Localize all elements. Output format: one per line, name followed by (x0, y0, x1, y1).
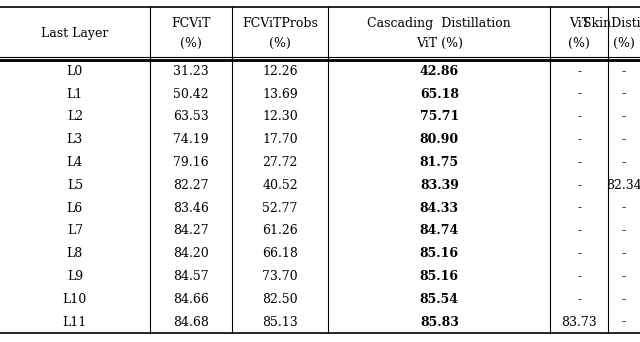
Text: (%): (%) (269, 37, 291, 50)
Text: 84.33: 84.33 (420, 201, 459, 214)
Text: 73.70: 73.70 (262, 270, 298, 283)
Text: -: - (577, 156, 581, 169)
Text: FCViT: FCViT (171, 16, 211, 30)
Text: -: - (622, 247, 626, 260)
Text: 12.26: 12.26 (262, 65, 298, 78)
Text: -: - (622, 88, 626, 101)
Text: 61.26: 61.26 (262, 224, 298, 237)
Text: 84.20: 84.20 (173, 247, 209, 260)
Text: L4: L4 (67, 156, 83, 169)
Text: -: - (577, 88, 581, 101)
Text: 84.57: 84.57 (173, 270, 209, 283)
Text: ViT: ViT (568, 16, 590, 30)
Text: -: - (622, 110, 626, 123)
Text: 83.73: 83.73 (561, 316, 597, 329)
Text: 52.77: 52.77 (262, 201, 298, 214)
Text: -: - (622, 293, 626, 306)
Text: L3: L3 (67, 133, 83, 146)
Text: -: - (622, 133, 626, 146)
Text: 81.75: 81.75 (420, 156, 459, 169)
Text: SkinDistilViT: SkinDistilViT (582, 16, 640, 30)
Text: 84.27: 84.27 (173, 224, 209, 237)
Text: L0: L0 (67, 65, 83, 78)
Text: L11: L11 (63, 316, 87, 329)
Text: -: - (577, 270, 581, 283)
Text: -: - (622, 65, 626, 78)
Text: 83.39: 83.39 (420, 179, 459, 192)
Text: 82.27: 82.27 (173, 179, 209, 192)
Text: 83.46: 83.46 (173, 201, 209, 214)
Text: -: - (622, 270, 626, 283)
Text: -: - (622, 156, 626, 169)
Text: 75.71: 75.71 (420, 110, 459, 123)
Text: 66.18: 66.18 (262, 247, 298, 260)
Text: 85.13: 85.13 (262, 316, 298, 329)
Text: -: - (577, 110, 581, 123)
Text: FCViTProbs: FCViTProbs (242, 16, 318, 30)
Text: L5: L5 (67, 179, 83, 192)
Text: 84.74: 84.74 (420, 224, 459, 237)
Text: -: - (622, 316, 626, 329)
Text: (%): (%) (180, 37, 202, 50)
Text: Cascading  Distillation: Cascading Distillation (367, 16, 511, 30)
Text: 85.16: 85.16 (420, 270, 459, 283)
Text: -: - (577, 293, 581, 306)
Text: L2: L2 (67, 110, 83, 123)
Text: 42.86: 42.86 (420, 65, 459, 78)
Text: 74.19: 74.19 (173, 133, 209, 146)
Text: 17.70: 17.70 (262, 133, 298, 146)
Text: Last Layer: Last Layer (41, 27, 109, 40)
Text: 63.53: 63.53 (173, 110, 209, 123)
Text: 27.72: 27.72 (262, 156, 298, 169)
Text: -: - (577, 133, 581, 146)
Text: 84.66: 84.66 (173, 293, 209, 306)
Text: 82.50: 82.50 (262, 293, 298, 306)
Text: 31.23: 31.23 (173, 65, 209, 78)
Text: 85.16: 85.16 (420, 247, 459, 260)
Text: 12.30: 12.30 (262, 110, 298, 123)
Text: 84.68: 84.68 (173, 316, 209, 329)
Text: 65.18: 65.18 (420, 88, 459, 101)
Text: -: - (577, 247, 581, 260)
Text: L10: L10 (63, 293, 87, 306)
Text: 82.34: 82.34 (606, 179, 640, 192)
Text: (%): (%) (613, 37, 635, 50)
Text: 40.52: 40.52 (262, 179, 298, 192)
Text: 80.90: 80.90 (420, 133, 459, 146)
Text: L9: L9 (67, 270, 83, 283)
Text: (%): (%) (568, 37, 590, 50)
Text: -: - (577, 65, 581, 78)
Text: -: - (577, 224, 581, 237)
Text: 13.69: 13.69 (262, 88, 298, 101)
Text: ViT (%): ViT (%) (416, 37, 463, 50)
Text: L7: L7 (67, 224, 83, 237)
Text: 85.83: 85.83 (420, 316, 459, 329)
Text: L6: L6 (67, 201, 83, 214)
Text: 50.42: 50.42 (173, 88, 209, 101)
Text: L8: L8 (67, 247, 83, 260)
Text: -: - (577, 179, 581, 192)
Text: 79.16: 79.16 (173, 156, 209, 169)
Text: -: - (622, 224, 626, 237)
Text: 85.54: 85.54 (420, 293, 459, 306)
Text: -: - (622, 201, 626, 214)
Text: L1: L1 (67, 88, 83, 101)
Text: -: - (577, 201, 581, 214)
